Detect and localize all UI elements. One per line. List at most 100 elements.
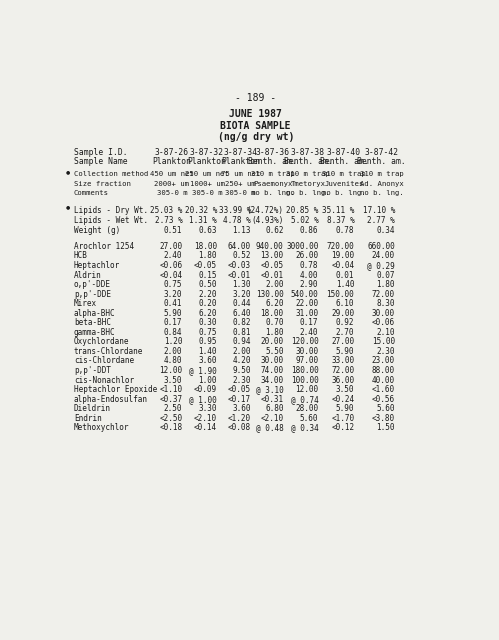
Text: <0.17: <0.17 <box>228 395 251 404</box>
Text: 31.00: 31.00 <box>295 308 318 317</box>
Text: 0.17: 0.17 <box>164 318 182 327</box>
Text: 0.30: 0.30 <box>199 318 217 327</box>
Text: 3-87-26: 3-87-26 <box>155 148 189 157</box>
Text: no b. lng.: no b. lng. <box>251 190 294 196</box>
Text: 2.50: 2.50 <box>164 404 182 413</box>
Text: 72.00: 72.00 <box>331 366 354 375</box>
Text: Mirex: Mirex <box>74 299 97 308</box>
Text: 20.32 %: 20.32 % <box>185 206 217 215</box>
Text: 3-87-40: 3-87-40 <box>327 148 361 157</box>
Text: 0.75: 0.75 <box>164 280 182 289</box>
Text: 33.99 %: 33.99 % <box>219 206 251 215</box>
Text: ●: ● <box>65 204 70 209</box>
Text: 660.00: 660.00 <box>367 242 395 251</box>
Text: 5.90: 5.90 <box>336 404 354 413</box>
Text: 940.00: 940.00 <box>256 242 283 251</box>
Text: 1.80: 1.80 <box>265 328 283 337</box>
Text: 3.30: 3.30 <box>199 404 217 413</box>
Text: 310 m trap: 310 m trap <box>360 172 404 177</box>
Text: 3.20: 3.20 <box>164 290 182 299</box>
Text: JUNE 1987: JUNE 1987 <box>230 109 282 120</box>
Text: 310 m trap: 310 m trap <box>322 172 366 177</box>
Text: Benth. am.: Benth. am. <box>319 157 368 166</box>
Text: 120.00: 120.00 <box>290 337 318 346</box>
Text: 130.00: 130.00 <box>256 290 283 299</box>
Text: 20.85 %: 20.85 % <box>286 206 318 215</box>
Text: <0.06: <0.06 <box>159 261 182 270</box>
Text: 0.44: 0.44 <box>233 299 251 308</box>
Text: 0.92: 0.92 <box>336 318 354 327</box>
Text: Sample Name: Sample Name <box>74 157 128 166</box>
Text: <2.10: <2.10 <box>194 414 217 423</box>
Text: Oxychlordane: Oxychlordane <box>74 337 129 346</box>
Text: Size fraction: Size fraction <box>74 180 131 187</box>
Text: <0.05: <0.05 <box>260 261 283 270</box>
Text: gamma-BHC: gamma-BHC <box>74 328 116 337</box>
Text: 17.10 %: 17.10 % <box>363 206 395 215</box>
Text: 28.00: 28.00 <box>295 404 318 413</box>
Text: Benth. am.: Benth. am. <box>357 157 406 166</box>
Text: <0.37: <0.37 <box>159 395 182 404</box>
Text: 97.00: 97.00 <box>295 356 318 365</box>
Text: @ 1.90: @ 1.90 <box>189 366 217 375</box>
Text: Methoxychlor: Methoxychlor <box>74 423 129 432</box>
Text: <0.04: <0.04 <box>159 271 182 280</box>
Text: Dieldrin: Dieldrin <box>74 404 111 413</box>
Text: 0.41: 0.41 <box>164 299 182 308</box>
Text: 2.40: 2.40 <box>164 252 182 260</box>
Text: 12.00: 12.00 <box>295 385 318 394</box>
Text: 2.00: 2.00 <box>164 347 182 356</box>
Text: 1.30: 1.30 <box>233 280 251 289</box>
Text: 4.20: 4.20 <box>233 356 251 365</box>
Text: <0.09: <0.09 <box>194 385 217 394</box>
Text: - 189 -: - 189 - <box>235 93 276 102</box>
Text: 0.63: 0.63 <box>199 226 217 235</box>
Text: 1.40: 1.40 <box>199 347 217 356</box>
Text: <1.60: <1.60 <box>372 385 395 394</box>
Text: @ 0.29: @ 0.29 <box>367 261 395 270</box>
Text: 6.10: 6.10 <box>336 299 354 308</box>
Text: 450 um net: 450 um net <box>150 172 194 177</box>
Text: p,p'-DDE: p,p'-DDE <box>74 290 111 299</box>
Text: Weight (g): Weight (g) <box>74 226 120 235</box>
Text: 30.00: 30.00 <box>295 347 318 356</box>
Text: (ng/g dry wt): (ng/g dry wt) <box>218 132 294 142</box>
Text: 22.00: 22.00 <box>295 299 318 308</box>
Text: <0.03: <0.03 <box>228 261 251 270</box>
Text: 88.00: 88.00 <box>372 366 395 375</box>
Text: 2.30: 2.30 <box>376 347 395 356</box>
Text: 0.94: 0.94 <box>233 337 251 346</box>
Text: 1.31 %: 1.31 % <box>189 216 217 225</box>
Text: 1.00: 1.00 <box>199 376 217 385</box>
Text: 2000+ um: 2000+ um <box>154 180 189 187</box>
Text: cis-Nonachlor: cis-Nonachlor <box>74 376 134 385</box>
Text: 18.00: 18.00 <box>194 242 217 251</box>
Text: 34.00: 34.00 <box>260 376 283 385</box>
Text: 36.00: 36.00 <box>331 376 354 385</box>
Text: <0.14: <0.14 <box>194 423 217 432</box>
Text: 72.00: 72.00 <box>372 290 395 299</box>
Text: Psaemonyx: Psaemonyx <box>253 180 292 187</box>
Text: <0.06: <0.06 <box>372 318 395 327</box>
Text: 1.80: 1.80 <box>376 280 395 289</box>
Text: 18.00: 18.00 <box>260 308 283 317</box>
Text: 2.20: 2.20 <box>199 290 217 299</box>
Text: trans-Chlordane: trans-Chlordane <box>74 347 143 356</box>
Text: 0.01: 0.01 <box>336 271 354 280</box>
Text: 3.50: 3.50 <box>336 385 354 394</box>
Text: alpha-BHC: alpha-BHC <box>74 308 116 317</box>
Text: <1.10: <1.10 <box>159 385 182 394</box>
Text: 3.60: 3.60 <box>199 356 217 365</box>
Text: 100.00: 100.00 <box>290 376 318 385</box>
Text: 5.90: 5.90 <box>336 347 354 356</box>
Text: 4.00: 4.00 <box>300 271 318 280</box>
Text: 75 um net: 75 um net <box>221 172 260 177</box>
Text: 150.00: 150.00 <box>327 290 354 299</box>
Text: no b. lng.: no b. lng. <box>322 190 366 196</box>
Text: Ad. Anonyx: Ad. Anonyx <box>360 180 404 187</box>
Text: @ 0.74: @ 0.74 <box>290 395 318 404</box>
Text: <0.18: <0.18 <box>159 423 182 432</box>
Text: p,p'-DDT: p,p'-DDT <box>74 366 111 375</box>
Text: 27.00: 27.00 <box>331 337 354 346</box>
Text: <0.01: <0.01 <box>260 271 283 280</box>
